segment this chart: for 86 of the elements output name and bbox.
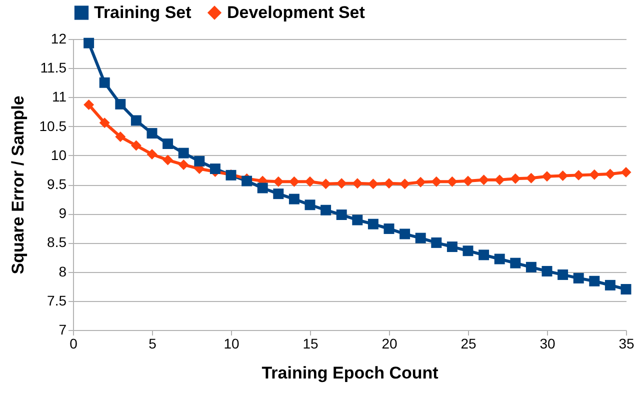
point <box>415 232 426 244</box>
point <box>494 254 505 264</box>
y-tick-label: 9.5 <box>47 176 67 192</box>
y-tick-label: 11.5 <box>40 60 67 76</box>
point <box>510 258 521 268</box>
point <box>84 100 94 110</box>
point <box>478 250 490 260</box>
point <box>178 159 189 170</box>
x-axis-title: Training Epoch Count <box>262 364 439 382</box>
point <box>84 38 94 48</box>
y-tick-label: 11 <box>52 88 67 105</box>
point <box>115 132 126 142</box>
point <box>526 172 536 184</box>
point <box>273 176 284 187</box>
point <box>478 174 490 186</box>
point <box>162 154 174 166</box>
point <box>384 178 394 189</box>
point <box>115 98 126 110</box>
point <box>320 178 332 190</box>
point <box>558 269 568 280</box>
point <box>273 188 284 200</box>
point <box>336 178 347 189</box>
point <box>257 182 268 194</box>
x-tick-label: 10 <box>224 336 240 352</box>
point <box>304 200 316 210</box>
x-tick-label: 35 <box>618 336 634 352</box>
legend-label: Training Set <box>94 2 192 22</box>
x-tick-label: 25 <box>460 336 476 352</box>
point <box>210 164 220 174</box>
point <box>542 266 552 276</box>
point <box>400 178 410 190</box>
y-tick-label: 9 <box>58 205 67 222</box>
point <box>288 176 300 187</box>
point <box>336 210 347 220</box>
point <box>558 170 568 182</box>
y-tick-label: 8 <box>58 263 67 280</box>
y-tick-label: 12 <box>50 30 67 46</box>
point <box>542 171 552 182</box>
point <box>368 218 378 230</box>
x-tick-label: 0 <box>70 336 78 352</box>
point <box>146 128 158 139</box>
point <box>446 176 458 187</box>
point <box>178 148 189 158</box>
y-tick-label: 7 <box>58 322 67 338</box>
point <box>604 168 616 180</box>
point <box>620 284 632 295</box>
y-tick-label: 8.5 <box>47 234 67 250</box>
x-tick-label: 20 <box>382 336 398 352</box>
point <box>304 176 316 187</box>
point <box>431 237 442 248</box>
point <box>526 262 536 272</box>
y-tick-label: 10 <box>50 146 67 163</box>
point <box>99 118 110 128</box>
y-tick-label: 10.5 <box>39 118 67 134</box>
point <box>194 156 205 166</box>
legend-label: Development Set <box>227 2 366 22</box>
point <box>604 280 616 290</box>
point <box>352 178 363 189</box>
point <box>130 115 142 126</box>
x-tick-label: 5 <box>148 336 157 352</box>
point <box>620 167 632 178</box>
y-axis-title: Square Error / Sample <box>8 96 28 274</box>
x-tick-label: 30 <box>540 336 556 352</box>
point <box>462 176 474 186</box>
point <box>446 242 458 252</box>
point <box>352 214 363 226</box>
point <box>99 77 110 88</box>
point <box>384 223 394 234</box>
point <box>415 176 426 188</box>
point <box>368 178 378 190</box>
point <box>162 138 174 150</box>
x-tick-label: 15 <box>302 336 318 352</box>
point <box>288 194 300 204</box>
point <box>573 170 584 180</box>
point <box>589 169 600 180</box>
point <box>573 272 584 284</box>
point <box>589 276 600 286</box>
point <box>462 246 474 256</box>
point <box>431 176 442 187</box>
point <box>130 140 142 151</box>
point <box>494 174 505 186</box>
point <box>320 204 332 216</box>
point <box>400 228 410 240</box>
y-tick-label: 7.5 <box>47 292 67 308</box>
point <box>146 148 158 160</box>
point <box>510 173 521 184</box>
